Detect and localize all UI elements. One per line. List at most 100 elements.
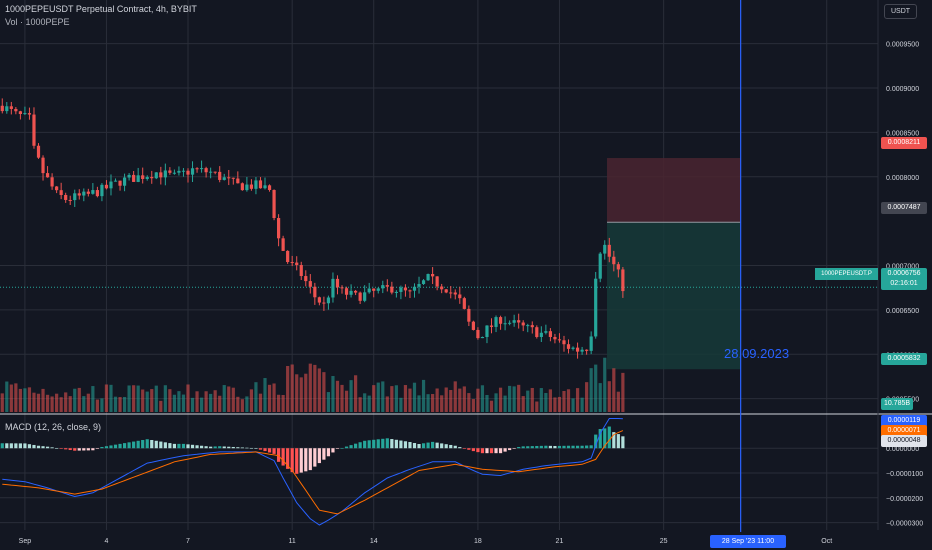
volume-bar xyxy=(489,400,494,412)
volume-bars xyxy=(0,357,625,412)
volume-bar xyxy=(399,397,403,412)
volume-bar xyxy=(276,394,281,412)
candle-body xyxy=(616,264,620,270)
volume-bar xyxy=(349,380,353,412)
macd-histogram-bar xyxy=(236,447,240,449)
macd-line xyxy=(2,418,623,526)
candlesticks xyxy=(0,98,625,359)
candle-body xyxy=(344,288,349,295)
candle-body xyxy=(575,347,580,352)
macd-histogram-bar xyxy=(349,445,353,449)
macd-histogram-bar xyxy=(0,443,4,449)
macd-histogram-bar xyxy=(45,446,50,449)
volume-bar xyxy=(136,385,140,412)
time-tick-label: 7 xyxy=(186,538,190,545)
time-tick-label: Oct xyxy=(821,538,832,545)
candle-body xyxy=(55,186,59,191)
volume-bar xyxy=(372,385,376,412)
volume-legend[interactable]: Vol · 1000PEPE xyxy=(5,17,70,27)
macd-histogram-bar xyxy=(517,446,521,449)
marker-date-text[interactable]: 28.09.2023 xyxy=(724,346,790,361)
time-tick-label: 25 xyxy=(660,538,668,545)
currency-button[interactable]: USDT xyxy=(884,4,917,19)
volume-bar xyxy=(603,357,607,412)
volume-bar xyxy=(580,397,584,412)
volume-bar xyxy=(32,392,36,412)
entry-price-label: 0.0007487 xyxy=(881,202,927,214)
volume-bar xyxy=(449,390,453,412)
candle-body xyxy=(453,292,457,295)
macd-histogram-bar xyxy=(471,448,475,452)
volume-bar xyxy=(589,368,593,412)
position-tool[interactable] xyxy=(0,0,878,532)
macd-histogram-bar xyxy=(213,446,217,449)
candle-body xyxy=(471,321,475,330)
volume-bar xyxy=(0,393,4,412)
macd-histogram-bar xyxy=(580,445,584,449)
volume-bar xyxy=(127,385,131,412)
candle-body xyxy=(335,278,340,288)
macd-histogram-bar xyxy=(32,444,36,449)
macd-histogram-bar xyxy=(489,448,494,454)
volume-bar xyxy=(163,385,167,412)
volume-bar xyxy=(485,394,489,412)
macd-histogram-bar xyxy=(304,448,308,472)
macd-histogram-bar xyxy=(589,445,593,449)
volume-bar xyxy=(23,388,27,412)
macd-histogram-bar xyxy=(544,445,548,449)
volume-bar xyxy=(213,390,217,412)
candle-body xyxy=(159,172,163,178)
macd-histogram-bar xyxy=(498,448,503,454)
price-tick-label: 0.0006500 xyxy=(886,308,919,315)
volume-bar xyxy=(431,394,435,412)
macd-histogram-bar xyxy=(394,439,398,449)
candle-body xyxy=(462,298,466,309)
macd-histogram-bar xyxy=(331,448,335,453)
candle-body xyxy=(254,180,258,189)
volume-bar xyxy=(494,393,498,412)
volume-bar xyxy=(607,381,611,412)
candle-body xyxy=(64,194,68,200)
volume-bar xyxy=(55,393,59,412)
target-price-label: 0.0005832 xyxy=(881,353,927,365)
macd-histogram-bar xyxy=(27,444,32,449)
volume-bar xyxy=(45,394,50,412)
signal-value-label: 0.0000071 xyxy=(881,425,927,437)
candle-body xyxy=(91,190,95,194)
macd-histogram-bar xyxy=(548,445,552,449)
candle-body xyxy=(390,286,394,293)
volume-bar xyxy=(453,381,457,412)
macd-histogram-bar xyxy=(566,445,571,449)
volume-bar xyxy=(313,364,317,412)
volume-bar xyxy=(109,384,113,412)
macd-histogram-bar xyxy=(190,444,195,449)
macd-histogram-bar xyxy=(9,443,13,449)
candle-body xyxy=(612,256,616,265)
candle-body xyxy=(0,105,4,112)
candle-body xyxy=(498,317,503,324)
volume-bar xyxy=(553,397,557,412)
volume-bar xyxy=(231,387,235,412)
candle-body xyxy=(5,106,9,112)
macd-histogram-bar xyxy=(521,446,525,449)
candle-body xyxy=(32,114,36,146)
volume-bar xyxy=(209,393,213,412)
macd-legend[interactable]: MACD (12, 26, close, 9) xyxy=(5,422,102,432)
candle-body xyxy=(186,170,190,175)
macd-histogram-bar xyxy=(14,443,18,449)
candle-body xyxy=(36,145,41,158)
macd-histogram-bar xyxy=(104,446,109,449)
candle-body xyxy=(18,111,22,115)
volume-bar xyxy=(566,389,571,412)
volume-bar xyxy=(498,387,503,412)
macd-histogram-bar xyxy=(376,439,380,449)
macd-tick-label: −0.0000300 xyxy=(886,521,923,528)
candle-body xyxy=(168,170,172,173)
volume-bar xyxy=(376,382,380,412)
macd-histogram-bar xyxy=(571,445,575,449)
stop-price-label: 0.0008211 xyxy=(881,137,927,149)
macd-histogram-bar xyxy=(612,432,616,449)
macd-value-label: 0.0000119 xyxy=(881,415,927,427)
macd-histogram-bar xyxy=(494,448,498,454)
